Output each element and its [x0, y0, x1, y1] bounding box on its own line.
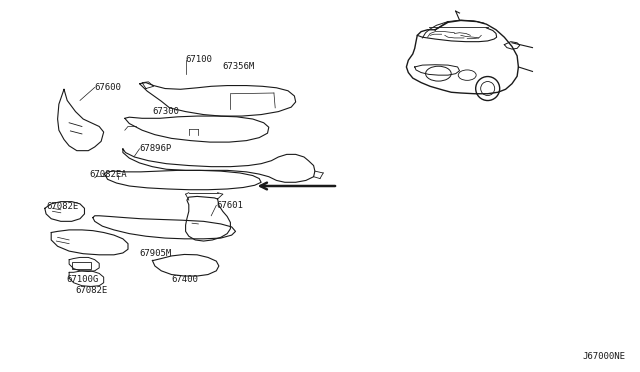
Text: 67600: 67600: [95, 83, 122, 92]
Bar: [72, 262, 91, 269]
Text: 67601: 67601: [216, 201, 243, 210]
Text: 67100G: 67100G: [66, 275, 98, 284]
Text: 67400: 67400: [172, 275, 198, 284]
Text: 67905M: 67905M: [140, 249, 172, 258]
Text: 67082E: 67082E: [47, 202, 79, 211]
Text: 67082E: 67082E: [76, 286, 108, 295]
Text: 67356M: 67356M: [223, 62, 255, 71]
Text: 67300: 67300: [152, 107, 179, 116]
Text: 67100: 67100: [186, 55, 212, 64]
Text: 67082EA: 67082EA: [90, 170, 127, 179]
Text: J67000NE: J67000NE: [583, 352, 626, 361]
Text: 67896P: 67896P: [140, 144, 172, 153]
